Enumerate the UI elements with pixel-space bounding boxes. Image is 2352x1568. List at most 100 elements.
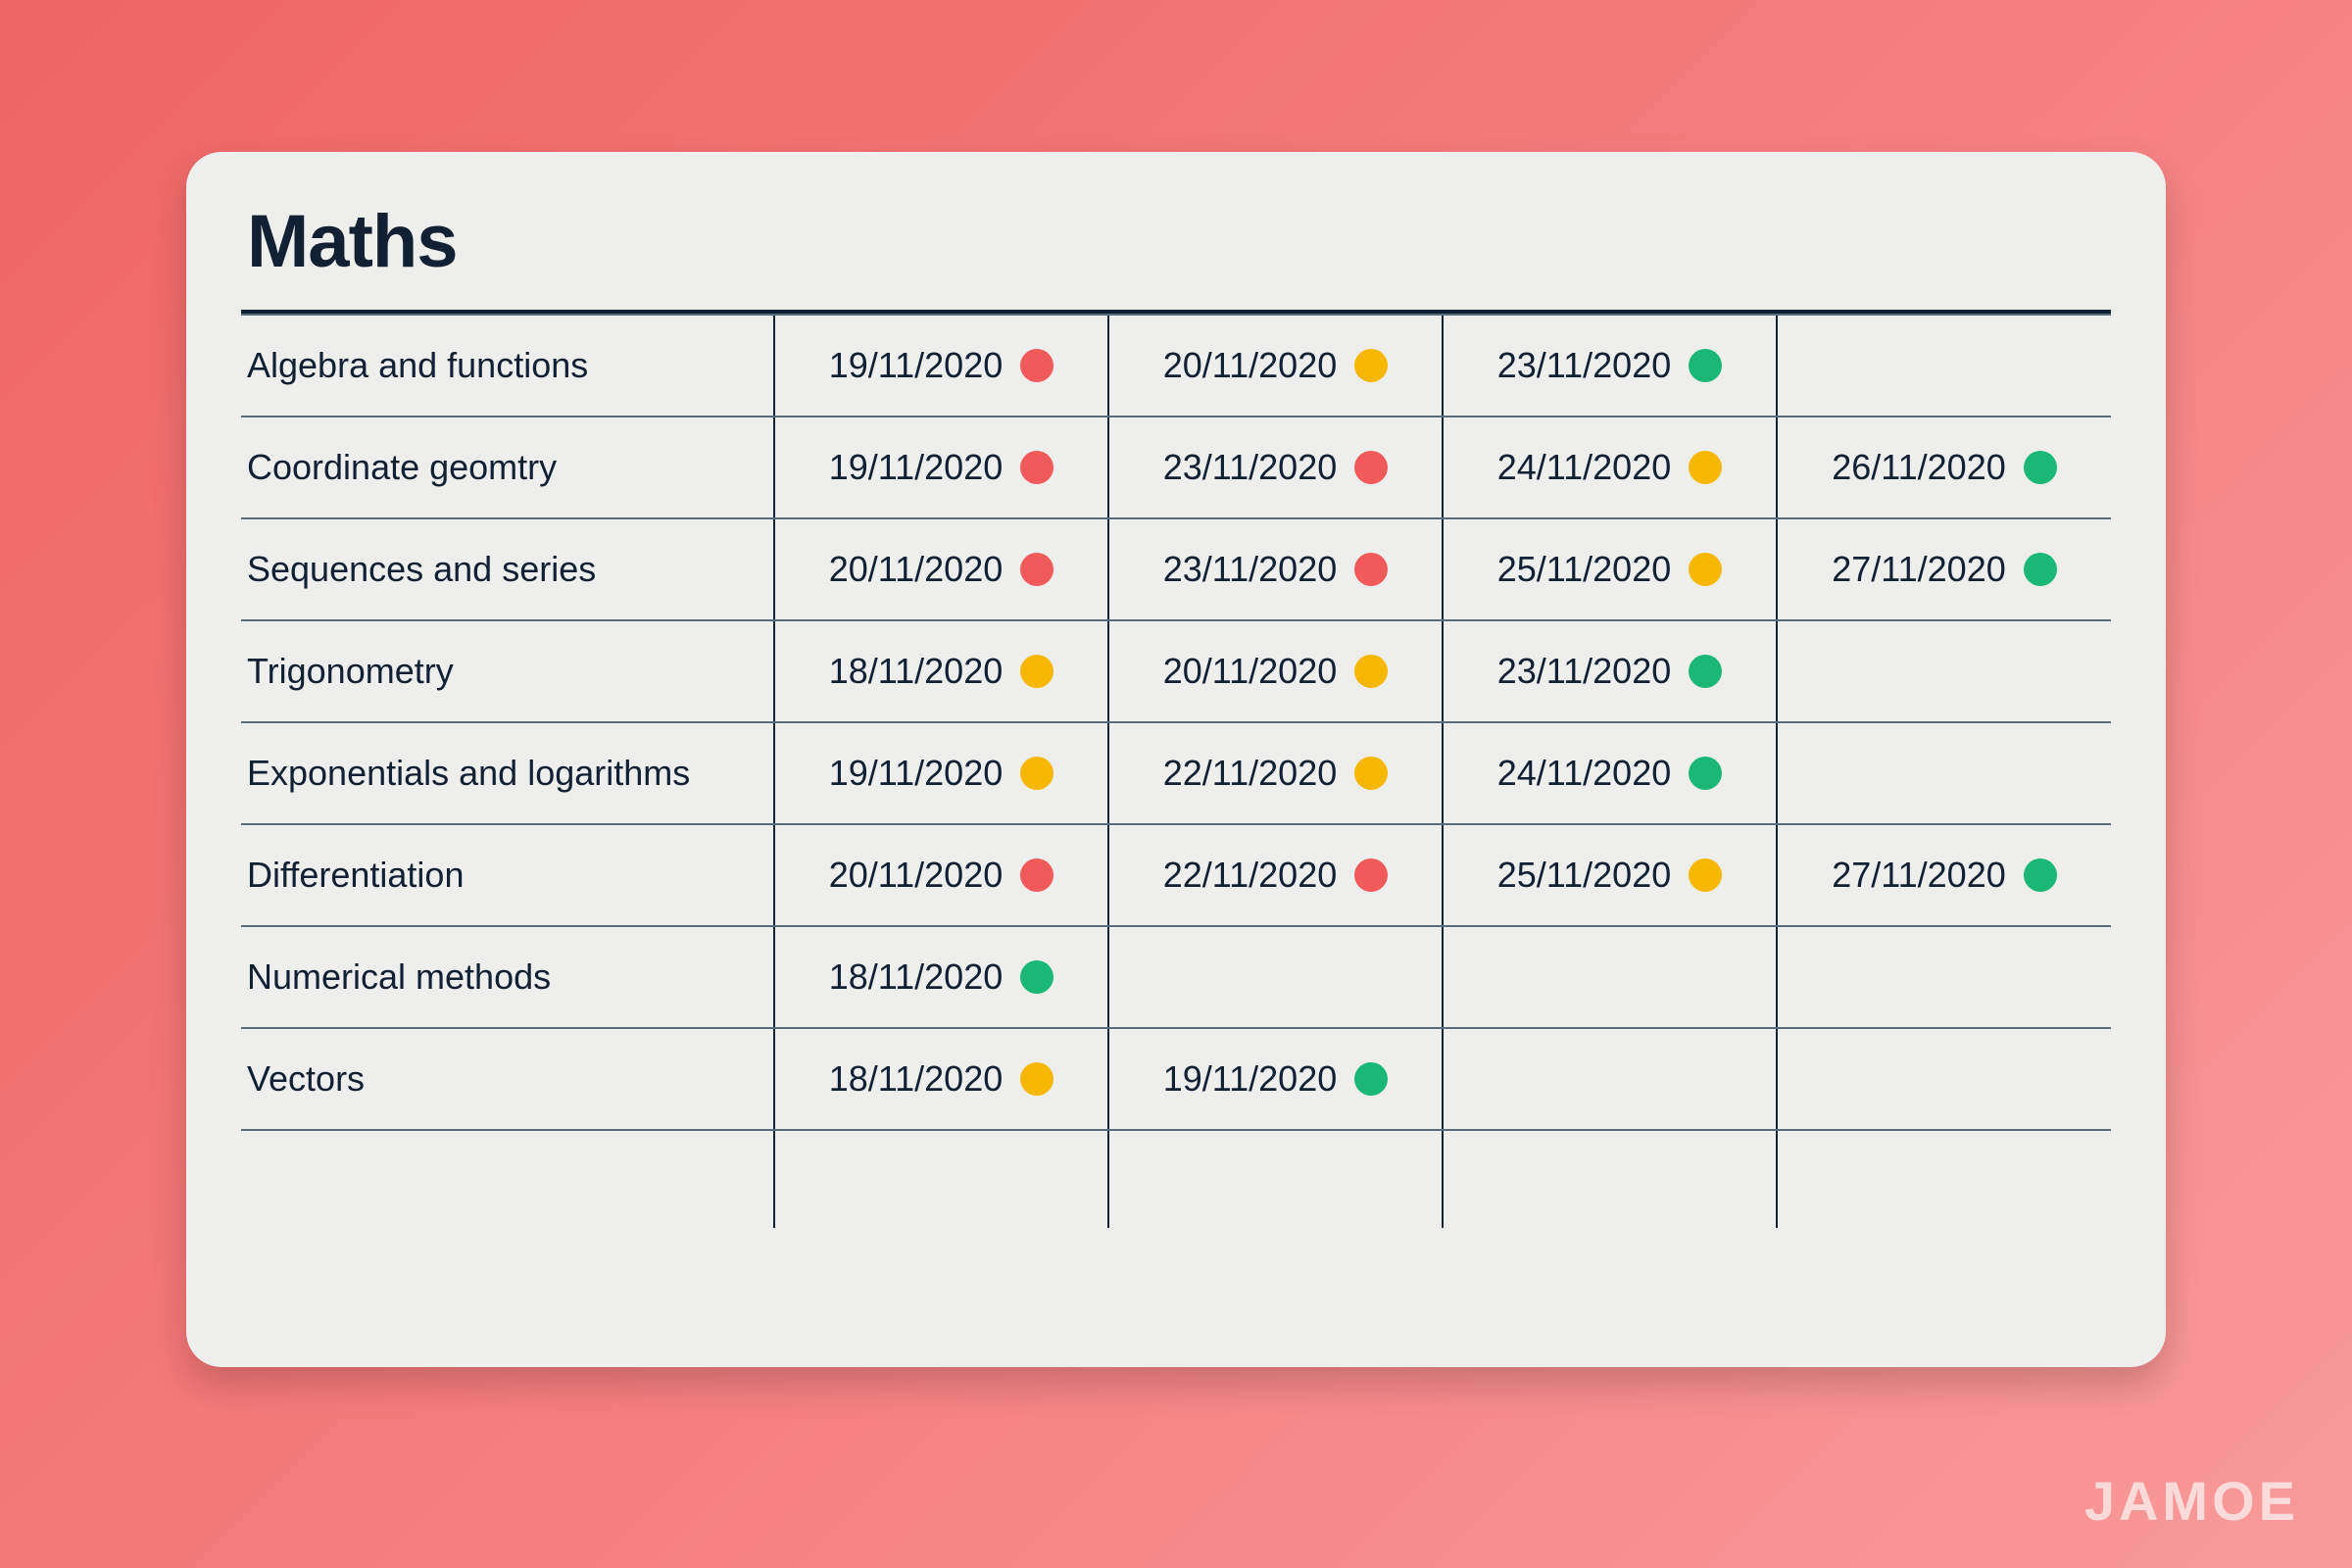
attempt-date: 23/11/2020 bbox=[1497, 651, 1672, 692]
topic-cell: Differentiation bbox=[241, 824, 774, 926]
attempt-entry: 20/11/2020 bbox=[775, 825, 1107, 925]
table-row: Differentiation20/11/2020 22/11/2020 25/11… bbox=[241, 824, 2111, 926]
attempt-cell: 20/11/2020 bbox=[774, 824, 1108, 926]
card-title: Maths bbox=[247, 199, 2111, 284]
status-dot-green bbox=[1689, 349, 1722, 382]
status-dot-amber bbox=[1689, 553, 1722, 586]
attempt-cell bbox=[1777, 926, 2111, 1028]
attempt-cell: 18/11/2020 bbox=[774, 1028, 1108, 1130]
topic-label: Differentiation bbox=[241, 855, 773, 896]
attempt-date: 25/11/2020 bbox=[1497, 549, 1672, 590]
status-dot-red bbox=[1020, 553, 1054, 586]
status-dot-amber bbox=[1689, 858, 1722, 892]
topic-cell: Trigonometry bbox=[241, 620, 774, 722]
attempt-date: 19/11/2020 bbox=[1163, 1058, 1338, 1100]
attempt-date: 23/11/2020 bbox=[1163, 447, 1338, 488]
attempt-cell: 24/11/2020 bbox=[1443, 722, 1777, 824]
topic-cell: Vectors bbox=[241, 1028, 774, 1130]
status-dot-red bbox=[1354, 858, 1388, 892]
spacer-cell bbox=[1777, 1130, 2111, 1228]
topic-label: Vectors bbox=[241, 1058, 773, 1100]
attempt-cell: 23/11/2020 bbox=[1443, 620, 1777, 722]
tracker-card: Maths Algebra and functions19/11/202020/… bbox=[186, 152, 2166, 1367]
table-row: Coordinate geomtry 19/11/2020 23/11/2020 24… bbox=[241, 416, 2111, 518]
attempt-entry: 24/11/2020 bbox=[1444, 723, 1776, 823]
spacer-cell bbox=[241, 1130, 774, 1228]
attempt-entry: 24/11/2020 bbox=[1444, 417, 1776, 517]
status-dot-green bbox=[2024, 451, 2057, 484]
attempt-cell: 25/11/2020 bbox=[1443, 518, 1777, 620]
attempt-date: 18/11/2020 bbox=[829, 956, 1004, 998]
topic-cell: Numerical methods bbox=[241, 926, 774, 1028]
topic-label: Coordinate geomtry bbox=[241, 447, 773, 488]
attempt-date: 23/11/2020 bbox=[1497, 345, 1672, 386]
attempt-date: 20/11/2020 bbox=[1163, 345, 1338, 386]
attempt-date: 24/11/2020 bbox=[1497, 447, 1672, 488]
attempt-cell: 22/11/2020 bbox=[1108, 722, 1443, 824]
attempt-date: 24/11/2020 bbox=[1497, 753, 1672, 794]
topic-cell: Coordinate geomtry bbox=[241, 416, 774, 518]
attempt-entry: 25/11/2020 bbox=[1444, 825, 1776, 925]
attempt-date: 22/11/2020 bbox=[1163, 855, 1338, 896]
attempt-cell: 18/11/2020 bbox=[774, 620, 1108, 722]
status-dot-green bbox=[2024, 553, 2057, 586]
attempt-date: 19/11/2020 bbox=[829, 753, 1004, 794]
tracker-table: Algebra and functions19/11/202020/11/202… bbox=[241, 310, 2111, 1228]
attempt-cell: 19/11/2020 bbox=[1108, 1028, 1443, 1130]
table-row: Sequences and series20/11/2020 23/11/2020… bbox=[241, 518, 2111, 620]
spacer-cell bbox=[774, 1130, 1108, 1228]
attempt-date: 19/11/2020 bbox=[829, 447, 1004, 488]
attempt-entry: 19/11/2020 bbox=[1109, 1029, 1442, 1129]
attempt-entry: 27/11/2020 bbox=[1778, 519, 2111, 619]
status-dot-amber bbox=[1354, 349, 1388, 382]
attempt-cell: 20/11/2020 bbox=[1108, 620, 1443, 722]
attempt-cell bbox=[1777, 315, 2111, 416]
attempt-cell bbox=[1777, 722, 2111, 824]
brand-watermark: JAMOE bbox=[2084, 1469, 2299, 1533]
table-row: Exponentials and logarithms 19/11/2020 22/… bbox=[241, 722, 2111, 824]
attempt-cell: 20/11/2020 bbox=[1108, 315, 1443, 416]
attempt-date: 27/11/2020 bbox=[1832, 855, 2006, 896]
attempt-cell: 27/11/2020 bbox=[1777, 824, 2111, 926]
status-dot-red bbox=[1354, 451, 1388, 484]
attempt-date: 18/11/2020 bbox=[829, 1058, 1004, 1100]
attempt-entry: 18/11/2020 bbox=[775, 1029, 1107, 1129]
attempt-cell: 18/11/2020 bbox=[774, 926, 1108, 1028]
spacer-cell bbox=[1443, 1130, 1777, 1228]
attempt-entry: 18/11/2020 bbox=[775, 927, 1107, 1027]
attempt-entry: 18/11/2020 bbox=[775, 621, 1107, 721]
attempt-cell bbox=[1443, 1028, 1777, 1130]
attempt-date: 20/11/2020 bbox=[1163, 651, 1338, 692]
table-row: Algebra and functions19/11/2020 20/11/202… bbox=[241, 315, 2111, 416]
status-dot-red bbox=[1020, 451, 1054, 484]
topic-label: Trigonometry bbox=[241, 651, 773, 692]
topic-label: Numerical methods bbox=[241, 956, 773, 998]
attempt-cell: 26/11/2020 bbox=[1777, 416, 2111, 518]
topic-label: Sequences and series bbox=[241, 549, 773, 590]
attempt-entry: 19/11/2020 bbox=[775, 316, 1107, 416]
attempt-cell bbox=[1108, 926, 1443, 1028]
spacer-cell bbox=[1108, 1130, 1443, 1228]
attempt-cell: 27/11/2020 bbox=[1777, 518, 2111, 620]
topic-label: Exponentials and logarithms bbox=[241, 753, 773, 794]
attempt-date: 23/11/2020 bbox=[1163, 549, 1338, 590]
attempt-cell: 25/11/2020 bbox=[1443, 824, 1777, 926]
attempt-cell: 19/11/2020 bbox=[774, 315, 1108, 416]
attempt-cell bbox=[1443, 926, 1777, 1028]
attempt-entry: 19/11/2020 bbox=[775, 723, 1107, 823]
attempt-entry: 22/11/2020 bbox=[1109, 723, 1442, 823]
spacer-row bbox=[241, 1130, 2111, 1228]
attempt-entry: 19/11/2020 bbox=[775, 417, 1107, 517]
status-dot-red bbox=[1020, 858, 1054, 892]
attempt-cell bbox=[1777, 620, 2111, 722]
attempt-date: 27/11/2020 bbox=[1832, 549, 2006, 590]
status-dot-amber bbox=[1354, 655, 1388, 688]
attempt-date: 18/11/2020 bbox=[829, 651, 1004, 692]
topic-cell: Algebra and functions bbox=[241, 315, 774, 416]
attempt-entry: 20/11/2020 bbox=[775, 519, 1107, 619]
topic-cell: Exponentials and logarithms bbox=[241, 722, 774, 824]
attempt-cell: 23/11/2020 bbox=[1443, 315, 1777, 416]
status-dot-amber bbox=[1020, 1062, 1054, 1096]
attempt-entry: 27/11/2020 bbox=[1778, 825, 2111, 925]
status-dot-amber bbox=[1689, 451, 1722, 484]
